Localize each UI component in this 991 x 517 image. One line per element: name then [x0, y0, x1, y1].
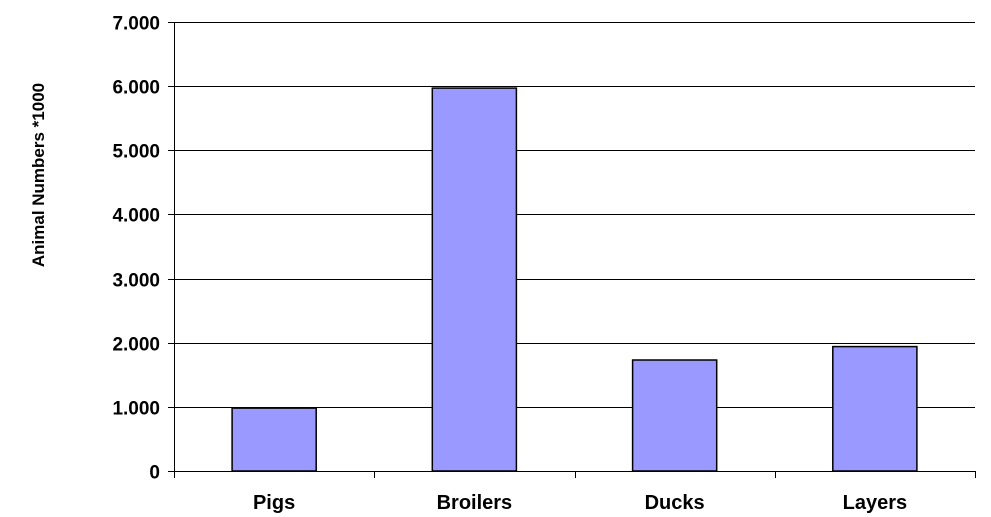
y-tick-label: 6.000	[112, 78, 160, 99]
x-tick-label: Ducks	[645, 492, 705, 514]
y-tick-label: 2.000	[112, 335, 160, 356]
y-tick-label: 7.000	[112, 14, 160, 35]
y-tick-label: 3.000	[112, 271, 160, 292]
axes	[174, 22, 975, 472]
x-tick-label: Layers	[843, 492, 908, 514]
x-tick-label: Broilers	[437, 492, 513, 514]
y-tick-label: 1.000	[112, 399, 160, 420]
x-tick-label: Pigs	[253, 492, 295, 514]
y-tick-labels: 0 1.000 2.000 3.000 4.000 5.000 6.000 7.000	[112, 14, 160, 484]
bar-ducks	[631, 359, 718, 472]
y-tick-label: 0	[149, 463, 160, 484]
y-axis-title: Animal Numbers *1000	[29, 83, 48, 267]
bars	[231, 87, 918, 472]
x-tick-labels: Pigs Broilers Ducks Layers	[253, 492, 907, 514]
bar-broilers	[431, 87, 518, 472]
bar-pigs	[231, 407, 317, 472]
y-tick-label: 5.000	[112, 142, 160, 163]
bar-layers	[832, 345, 918, 472]
y-tick-label: 4.000	[112, 206, 160, 227]
